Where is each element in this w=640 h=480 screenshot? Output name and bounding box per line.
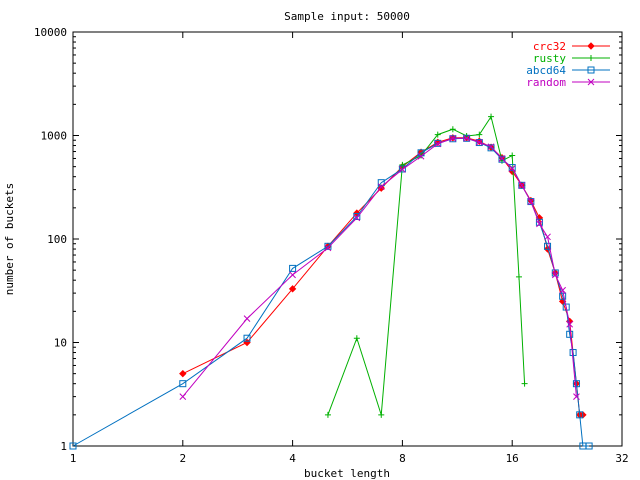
data-point-abcd64 — [544, 242, 552, 250]
data-point-abcd64 — [487, 144, 495, 152]
legend-marker — [587, 78, 595, 86]
data-point-abcd64 — [398, 165, 406, 173]
data-point-abcd64 — [527, 198, 535, 206]
data-point-abcd64 — [535, 218, 543, 226]
x-tick-label: 16 — [506, 452, 519, 465]
plot-area-frame — [72, 31, 623, 447]
data-point-abcd64 — [289, 264, 297, 272]
data-point-crc32 — [377, 184, 385, 192]
data-point-abcd64 — [377, 179, 385, 187]
data-point-rusty — [449, 126, 456, 133]
data-point-random — [353, 214, 361, 222]
data-point-random — [551, 271, 559, 279]
data-point-rusty — [476, 131, 483, 138]
data-point-abcd64 — [243, 334, 251, 342]
data-point-random — [487, 143, 495, 151]
x-tick-label: 2 — [179, 452, 186, 465]
data-point-rusty — [434, 131, 441, 138]
data-point-random — [518, 181, 526, 189]
data-point-abcd64 — [576, 411, 584, 419]
y-axis: 1 10 100 1000 10000 — [34, 26, 622, 453]
series-line-abcd64 — [72, 137, 590, 447]
y-tick-label: 10000 — [34, 26, 67, 39]
y-tick-label: 1000 — [41, 130, 68, 143]
data-point-abcd64 — [508, 164, 516, 172]
data-point-random — [179, 393, 187, 400]
data-point-abcd64 — [434, 139, 442, 147]
series-group — [69, 113, 593, 450]
data-point-random — [498, 155, 506, 162]
data-point-random — [475, 138, 483, 146]
legend-label: abcd64 — [526, 64, 566, 77]
legend-marker — [587, 42, 595, 50]
series-crc32 — [179, 134, 587, 419]
data-point-abcd64 — [572, 380, 580, 388]
x-tick-label: 32 — [615, 452, 628, 465]
data-point-rusty — [399, 161, 406, 168]
data-point-random — [399, 166, 406, 173]
data-point-abcd64 — [562, 303, 570, 311]
data-point-random — [508, 165, 516, 172]
legend-marker — [587, 66, 595, 74]
data-point-random — [573, 393, 580, 400]
series-rusty — [324, 113, 528, 418]
data-point-rusty — [521, 380, 528, 387]
chart-title: Sample input: 50000 — [284, 10, 410, 23]
y-tick-label: 10 — [54, 337, 67, 350]
data-point-random — [463, 134, 470, 142]
data-point-abcd64 — [353, 212, 361, 220]
x-tick-label: 8 — [399, 452, 406, 465]
data-point-abcd64 — [475, 139, 483, 147]
data-point-random — [289, 271, 296, 279]
data-point-random — [377, 183, 385, 191]
data-point-random — [536, 220, 543, 228]
data-point-abcd64 — [585, 442, 593, 450]
data-point-abcd64 — [498, 155, 506, 163]
y-tick-label: 1 — [60, 440, 67, 453]
legend-label: rusty — [533, 52, 566, 65]
data-point-rusty — [353, 335, 360, 342]
data-point-abcd64 — [518, 181, 526, 189]
legend-label: random — [526, 76, 566, 89]
data-point-random — [544, 233, 551, 241]
data-point-abcd64 — [559, 292, 567, 300]
data-point-abcd64 — [324, 242, 332, 250]
legend-label: crc32 — [533, 40, 566, 53]
x-tick-label: 4 — [289, 452, 296, 465]
data-point-abcd64 — [566, 330, 574, 338]
data-point-abcd64 — [179, 380, 187, 388]
data-point-random — [449, 134, 457, 142]
x-tick-label: 1 — [70, 452, 77, 465]
series-random — [179, 134, 580, 400]
series-line-random — [182, 137, 577, 397]
data-point-rusty — [515, 273, 522, 280]
data-point-random — [243, 315, 251, 323]
data-point-crc32 — [288, 285, 297, 293]
legend-marker — [588, 55, 594, 61]
data-point-random — [566, 320, 574, 328]
data-point-random — [559, 286, 566, 294]
data-point-rusty — [509, 152, 516, 159]
data-point-rusty — [324, 411, 331, 418]
data-point-rusty — [488, 113, 495, 120]
x-axis-label: bucket length — [304, 467, 390, 480]
data-point-abcd64 — [69, 442, 77, 450]
data-point-random — [417, 152, 425, 160]
data-point-random — [434, 140, 442, 148]
data-point-random — [324, 244, 332, 252]
data-point-rusty — [378, 411, 385, 418]
data-point-random — [527, 198, 535, 205]
data-point-crc32 — [179, 369, 187, 378]
series-line-rusty — [327, 115, 526, 416]
x-axis: 1 2 4 8 16 32 — [70, 32, 629, 465]
y-tick-label: 100 — [47, 233, 67, 246]
y-axis-label: number of buckets — [3, 183, 16, 296]
